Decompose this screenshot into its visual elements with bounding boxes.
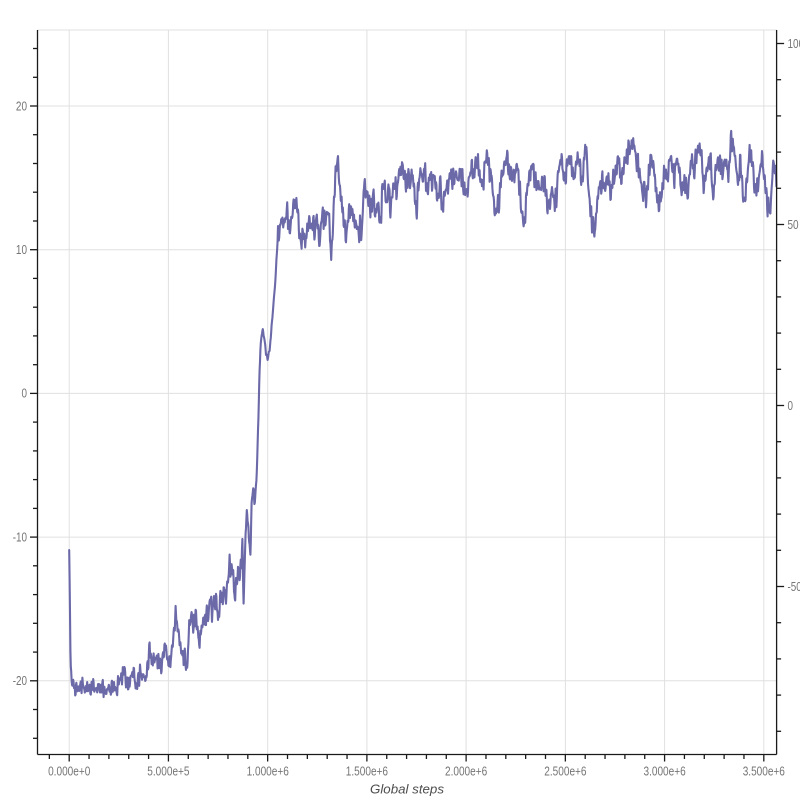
- svg-text:3.000e+6: 3.000e+6: [644, 765, 686, 779]
- svg-text:1.500e+6: 1.500e+6: [346, 765, 388, 779]
- svg-text:-20: -20: [13, 674, 27, 688]
- svg-text:10: 10: [16, 243, 27, 257]
- svg-text:20: 20: [16, 99, 27, 113]
- svg-text:Global steps: Global steps: [370, 782, 445, 797]
- svg-text:2.500e+6: 2.500e+6: [544, 765, 586, 779]
- svg-text:0.000e+0: 0.000e+0: [48, 765, 90, 779]
- svg-text:5.000e+5: 5.000e+5: [147, 765, 189, 779]
- svg-text:0: 0: [788, 399, 794, 413]
- svg-text:100: 100: [788, 37, 800, 51]
- svg-text:0: 0: [22, 387, 28, 401]
- svg-text:2.000e+6: 2.000e+6: [445, 765, 487, 779]
- svg-text:-10: -10: [13, 530, 27, 544]
- svg-text:1.000e+6: 1.000e+6: [247, 765, 289, 779]
- svg-text:-50: -50: [788, 580, 800, 594]
- svg-text:50: 50: [788, 218, 799, 232]
- svg-text:3.500e+6: 3.500e+6: [743, 765, 785, 779]
